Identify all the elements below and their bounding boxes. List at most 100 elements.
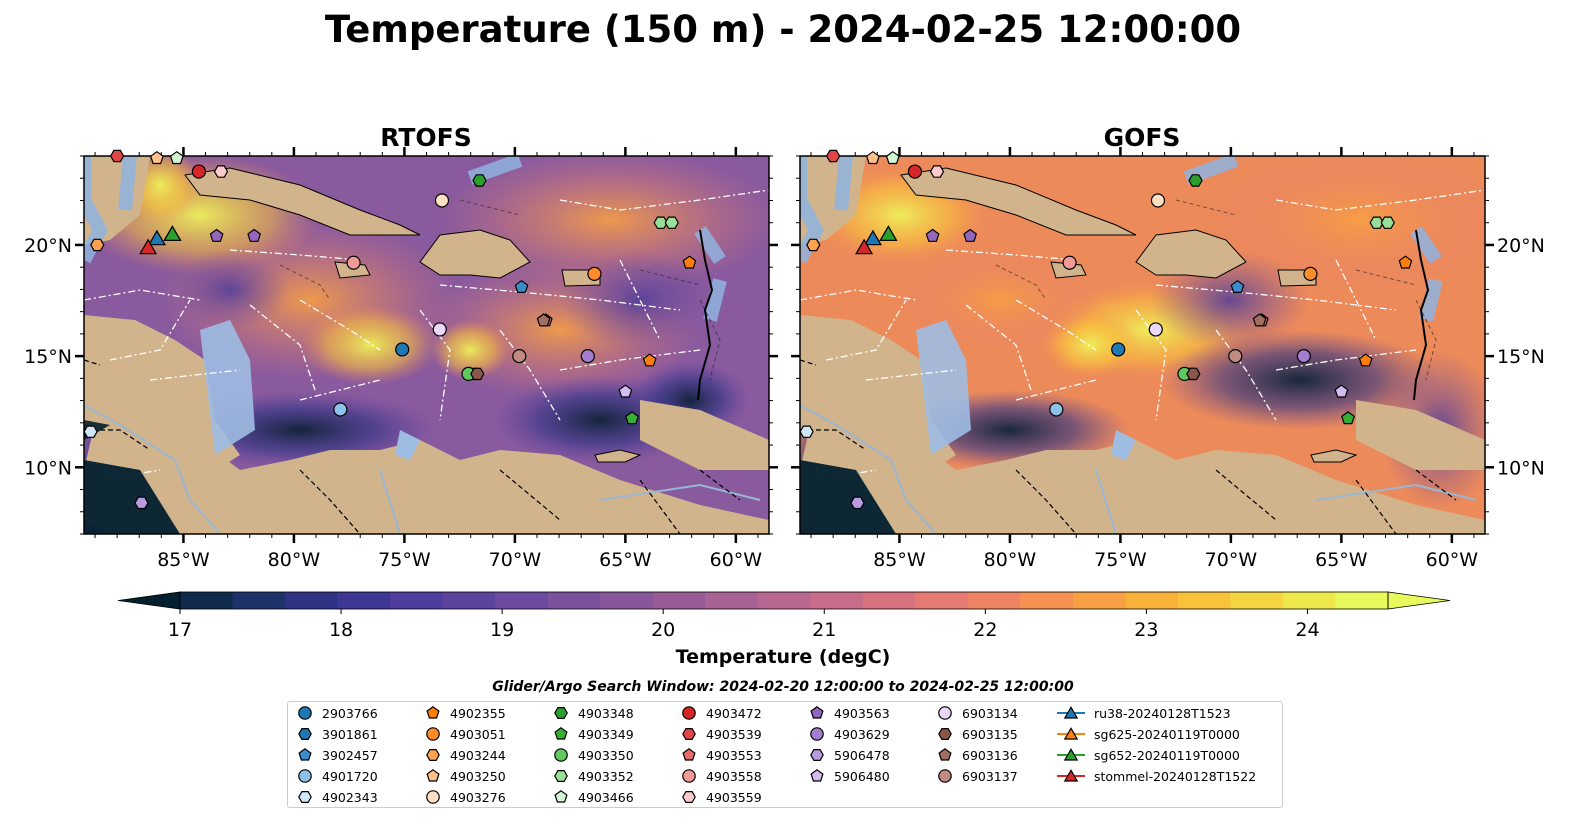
colorbar-segment (285, 592, 339, 609)
colorbar-tick-label: 23 (1134, 619, 1158, 641)
legend-item: 4903472 (680, 703, 762, 723)
float-marker-2903766 (1111, 342, 1126, 357)
colorbar-tick-label: 22 (973, 619, 997, 641)
legend-label: 4901720 (322, 768, 378, 784)
legend-marker-icon (554, 748, 568, 762)
legend-item: ru38-20240128T1523 (1056, 703, 1231, 723)
lat-tick-label: 20°N (24, 235, 72, 257)
legend-marker-icon (298, 706, 312, 720)
float-marker-4903559 (213, 165, 229, 178)
float-marker-4903629 (580, 349, 595, 364)
colorbar-tick-label: 17 (168, 619, 192, 641)
map-gofs (800, 156, 1485, 534)
legend-item: 4903349 (552, 724, 634, 744)
colorbar-segment (1125, 592, 1179, 609)
legend-marker (298, 706, 312, 720)
float-marker-4903629 (1296, 349, 1311, 364)
legend-item: 5906478 (808, 745, 890, 765)
float-marker-4903276 (1150, 193, 1166, 208)
colorbar-segment (337, 592, 391, 609)
legend-marker-icon (938, 727, 952, 740)
float-marker-6903136 (1252, 313, 1267, 327)
float-marker-4903244 (806, 238, 821, 252)
legend-item: 6903137 (936, 766, 1018, 786)
legend-marker (810, 748, 824, 761)
legend-label: 4903276 (450, 789, 506, 805)
lat-labels-gofs: 20°N 15°N 10°N (1497, 235, 1545, 479)
colorbar-segment (862, 592, 916, 609)
legend-marker (682, 790, 696, 803)
legend-marker-icon (298, 790, 312, 803)
legend-item: sg652-20240119T0000 (1056, 745, 1240, 765)
legend-marker-icon (810, 706, 824, 719)
lon-tick-label: 60°W (710, 549, 763, 571)
legend-item: 4903276 (424, 787, 506, 807)
colorbar-segment (652, 592, 706, 609)
legend: 2903766 3901861 3902457 4901720 4902343 49023… (287, 701, 1283, 808)
legend-marker (682, 769, 696, 783)
markers-rtofs (83, 149, 697, 510)
legend-marker (810, 706, 824, 719)
markers-gofs (799, 149, 1413, 510)
colorbar-segment (1230, 592, 1284, 609)
float-marker-4902355 (1358, 353, 1373, 367)
lon-tick-label: 85°W (873, 549, 926, 571)
legend-marker-icon (810, 769, 824, 782)
lon-tick-label: 75°W (1094, 549, 1147, 571)
lon-tick-label: 65°W (1315, 549, 1368, 571)
float-marker-4901720 (333, 402, 348, 417)
float-marker-4902355 (682, 255, 697, 269)
legend-item: 6903135 (936, 724, 1018, 744)
legend-label: 4903352 (578, 768, 634, 784)
glider-marker-stommel-20240128T1522 (855, 238, 874, 255)
legend-label: 4902343 (322, 789, 378, 805)
legend-label: sg652-20240119T0000 (1094, 747, 1240, 763)
lat-tick-label: 15°N (24, 346, 72, 368)
legend-item: 6903134 (936, 703, 1018, 723)
ticks-gofs (791, 147, 1494, 543)
colorbar-ticks: 17 18 19 20 21 22 23 24 (168, 609, 1320, 641)
legend-marker (298, 727, 312, 740)
legend-marker (938, 706, 952, 720)
float-marker-6903135 (470, 367, 485, 381)
colorbar-segment (1177, 592, 1232, 609)
legend-label: 4903539 (706, 726, 762, 742)
float-marker-4903563 (963, 228, 978, 242)
legend-label: 4903553 (706, 747, 762, 763)
legend-label: 6903134 (962, 705, 1018, 721)
legend-label: 4903558 (706, 768, 762, 784)
legend-marker-icon (1057, 769, 1085, 782)
colorbar-segment (705, 592, 759, 609)
legend-marker (810, 769, 824, 782)
ticks-rtofs (75, 147, 778, 543)
search-window-note: Glider/Argo Search Window: 2024-02-20 12… (492, 679, 1074, 695)
legend-label: 5906480 (834, 768, 890, 784)
legend-marker (426, 769, 440, 782)
colorbar-segment (600, 592, 654, 609)
legend-label: 3902457 (322, 747, 378, 763)
legend-marker-icon (682, 706, 696, 720)
legend-label: stommel-20240128T1522 (1094, 768, 1257, 784)
float-marker-4903558 (346, 255, 361, 270)
float-marker-4902343 (83, 425, 98, 438)
lon-tick-label: 65°W (599, 549, 652, 571)
panel-title-rtofs: RTOFS (380, 123, 472, 152)
colorbar-segment (180, 592, 234, 609)
colorbar-segment (1072, 592, 1126, 609)
float-marker-4903352 (653, 216, 668, 229)
legend-marker (682, 748, 696, 761)
legend-marker (682, 706, 696, 720)
float-marker-3902457 (514, 279, 529, 293)
glider-marker-ru38-20240128T1523 (147, 229, 166, 246)
lon-tick-label: 70°W (489, 549, 542, 571)
legend-item: 4903629 (808, 724, 890, 744)
colorbar-segment (390, 592, 444, 609)
legend-item: 5906480 (808, 766, 890, 786)
legend-marker-icon (554, 790, 568, 803)
legend-label: ru38-20240128T1523 (1094, 705, 1231, 721)
colorbar-segment (757, 592, 811, 609)
float-marker-6903137 (512, 349, 527, 364)
float-marker-6903136 (536, 313, 551, 327)
float-marker-4903559 (929, 165, 945, 178)
